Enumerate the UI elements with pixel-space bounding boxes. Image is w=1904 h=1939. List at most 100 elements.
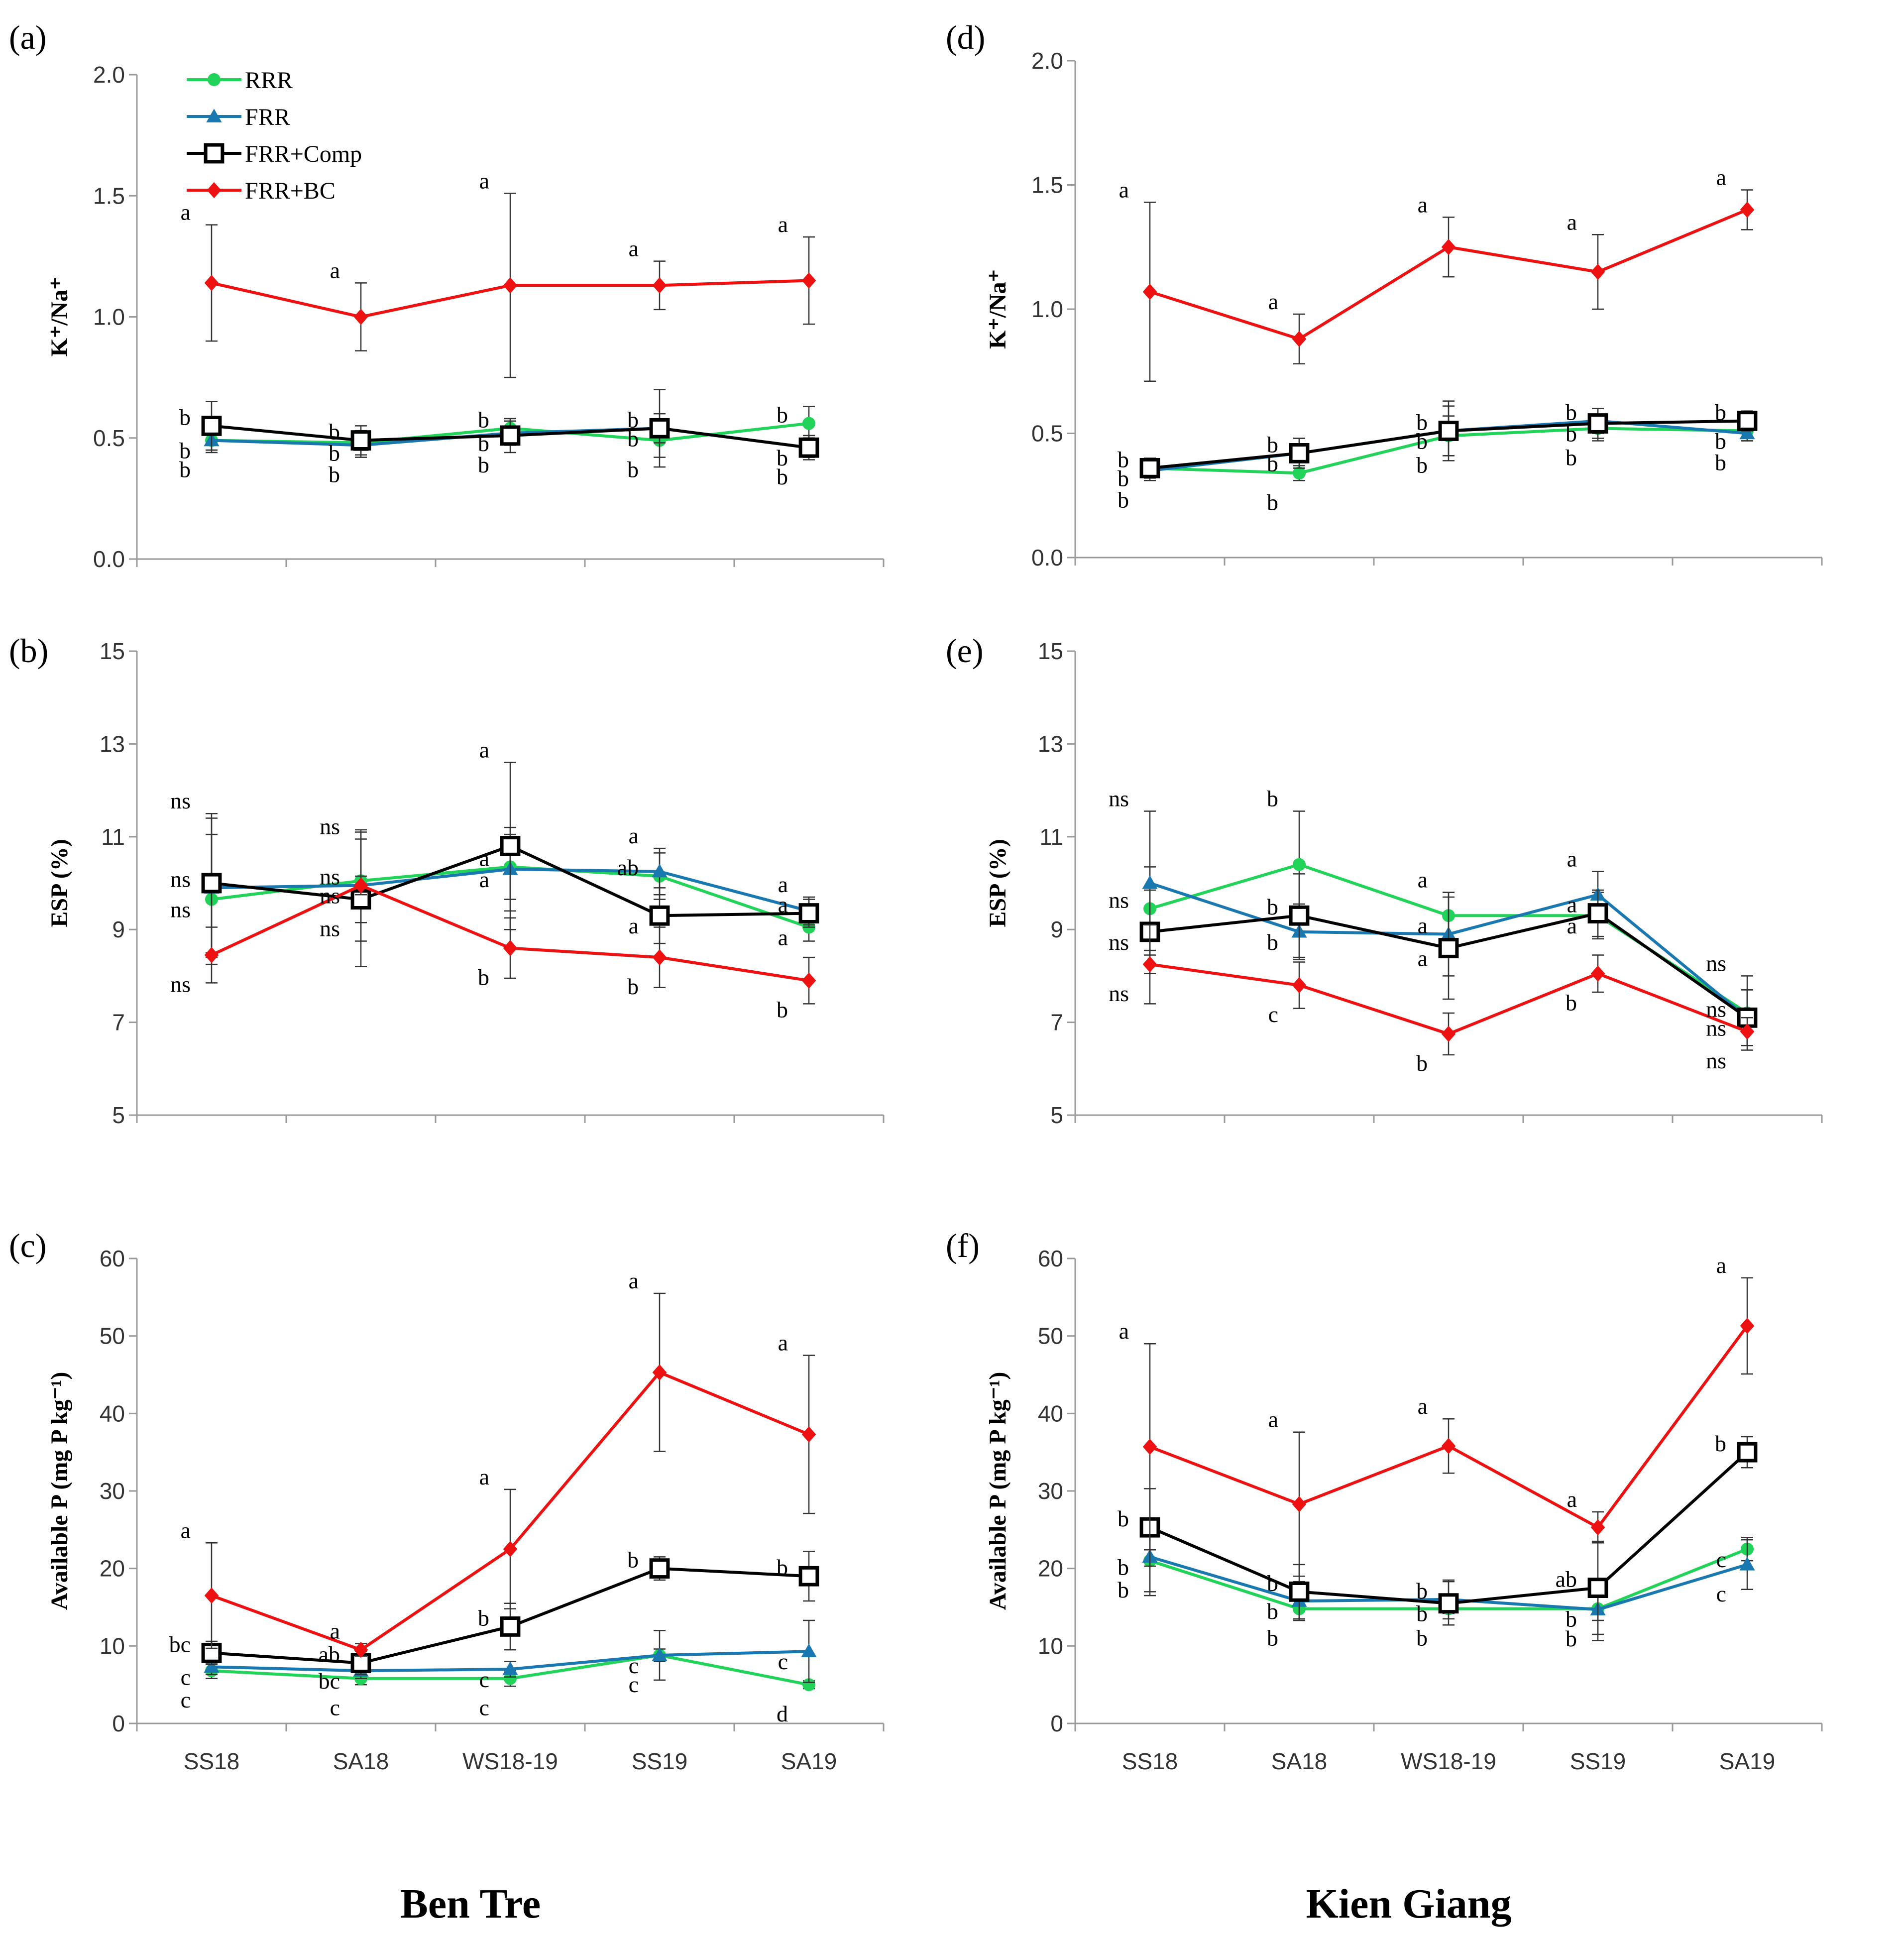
site-label-kien-giang: Kien Giang [1306,1881,1511,1927]
significance-letter: b [1267,1598,1278,1624]
significance-letter: a [1567,209,1577,234]
significance-letter: a [1119,1318,1129,1344]
panel-d-ytick-label: 0.5 [1031,421,1063,447]
legend: RRR FRR FRR+Comp FRR+BC [187,67,362,204]
significance-letter: a [1567,1486,1577,1512]
panel-a-ytick-label: 1.5 [93,183,125,209]
panel-f-xtick-label: WS18-19 [1401,1748,1496,1774]
panel-b-ytick-label: 13 [100,731,125,757]
data-point [1289,1581,1310,1602]
legend-marker [207,182,222,199]
legend-item-rrr: RRR [187,67,293,94]
significance-letter: b [1267,1625,1278,1651]
significance-letter: d [777,1701,788,1726]
data-point [1590,263,1605,280]
significance-letter: b [329,419,340,445]
significance-letter: b [1118,1506,1129,1531]
panel-d-ytick-label: 1.5 [1031,172,1063,198]
data-point [1142,875,1158,889]
data-point [502,1661,518,1675]
data-point [204,275,219,291]
panel-e-y-label: ESP (%) [985,839,1011,927]
significance-letter: c [330,1695,340,1720]
data-point [500,425,521,446]
significance-letter: c [1716,1547,1726,1572]
panel-a: (a)0.00.51.01.52.0K⁺/Na⁺abbbabbbabbbabbb… [9,18,885,572]
significance-letter: ns [1706,950,1726,976]
significance-letter: a [181,1517,191,1543]
significance-letter: ns [170,897,191,922]
panel-f-ytick-label: 50 [1038,1323,1063,1349]
panel-c-xtick-label: SS19 [632,1748,688,1774]
data-point [1590,965,1605,982]
data-point [801,1426,816,1443]
data-point [652,1364,667,1381]
panel-d: (d)0.00.51.01.52.0K⁺/Na⁺abbbabbbabbbabbb… [946,18,1823,570]
panel-c-ytick-label: 30 [100,1478,125,1504]
significance-letter: ns [320,813,340,839]
panel-c-series-frr-comp [201,1551,819,1676]
panel-e-ytick-label: 9 [1050,916,1063,942]
data-point [500,836,521,856]
data-point [801,1643,817,1657]
panel-c-xtick-label: SA19 [781,1748,837,1774]
significance-letter: b [777,997,788,1023]
significance-letter: ns [1109,929,1129,955]
panel-f: (f) 0 10 20 30 40 50 60 SS18 SA18 WS18-19 SS19 SA19 A… [946,1227,1823,1774]
data-point [652,949,667,966]
significance-letter: ns [320,916,340,941]
significance-letter: c [1268,1002,1278,1027]
panel-a-y-label: K⁺/Na⁺ [46,277,73,356]
significance-letter: b [1118,487,1129,512]
panel-c-ytick-label: 40 [100,1400,125,1426]
significance-letter: b [627,1547,639,1573]
data-point [350,430,371,451]
significance-letter: b [1267,1570,1278,1596]
data-point [1438,421,1459,441]
significance-letter: b [1566,1606,1577,1632]
panel-e-ytick-label: 7 [1050,1010,1063,1035]
panel-f-series-frr-comp [1139,1436,1758,1635]
significance-letter: b [478,431,489,456]
panel-c-xtick-label: SA18 [333,1748,389,1774]
legend-marker [208,73,221,86]
data-point [1441,1026,1456,1042]
data-point [649,1558,670,1579]
panel-f-xtick-label: SS19 [1570,1748,1626,1774]
legend-label: RRR [245,67,293,94]
data-point [801,972,816,989]
panel-e-ytick-label: 11 [1039,824,1063,850]
data-point [1292,331,1307,347]
panel-d-ytick-label: 1.0 [1031,296,1063,322]
panel-f-series-frr-bc [1142,1277,1755,1577]
significance-letter: b [1118,1554,1129,1580]
panel-b-ytick-label: 9 [112,916,125,942]
panel-d-ytick-label: 0.0 [1031,545,1063,570]
significance-letter: b [777,1555,788,1580]
significance-letter: ab [617,855,639,880]
significance-letter: a [629,236,639,261]
data-point [503,277,518,294]
significance-letter: ns [1109,786,1129,811]
significance-letter: c [479,1667,489,1692]
data-point [350,1653,371,1673]
panel-f-xtick-label: SS18 [1122,1748,1178,1774]
data-point [1740,202,1755,218]
panel-c-ytick-label: 50 [100,1323,125,1349]
panel-b-y-label: ESP (%) [46,839,73,927]
significance-letter: b [1267,786,1278,811]
significance-letter: b [1267,432,1278,457]
significance-letter: a [1418,1393,1428,1419]
significance-letter: b [1566,421,1577,447]
significance-letter: ab [1556,1567,1577,1592]
data-point [652,864,668,878]
data-point [504,1672,517,1685]
panel-c-series-frr-bc [204,1292,816,1658]
data-point [652,277,667,294]
panel-c-ytick-label: 10 [100,1633,125,1659]
significance-letter: a [1418,913,1428,938]
data-point [1737,1442,1758,1463]
data-point [798,1566,819,1587]
panel-a-ytick-label: 0.5 [93,425,125,451]
